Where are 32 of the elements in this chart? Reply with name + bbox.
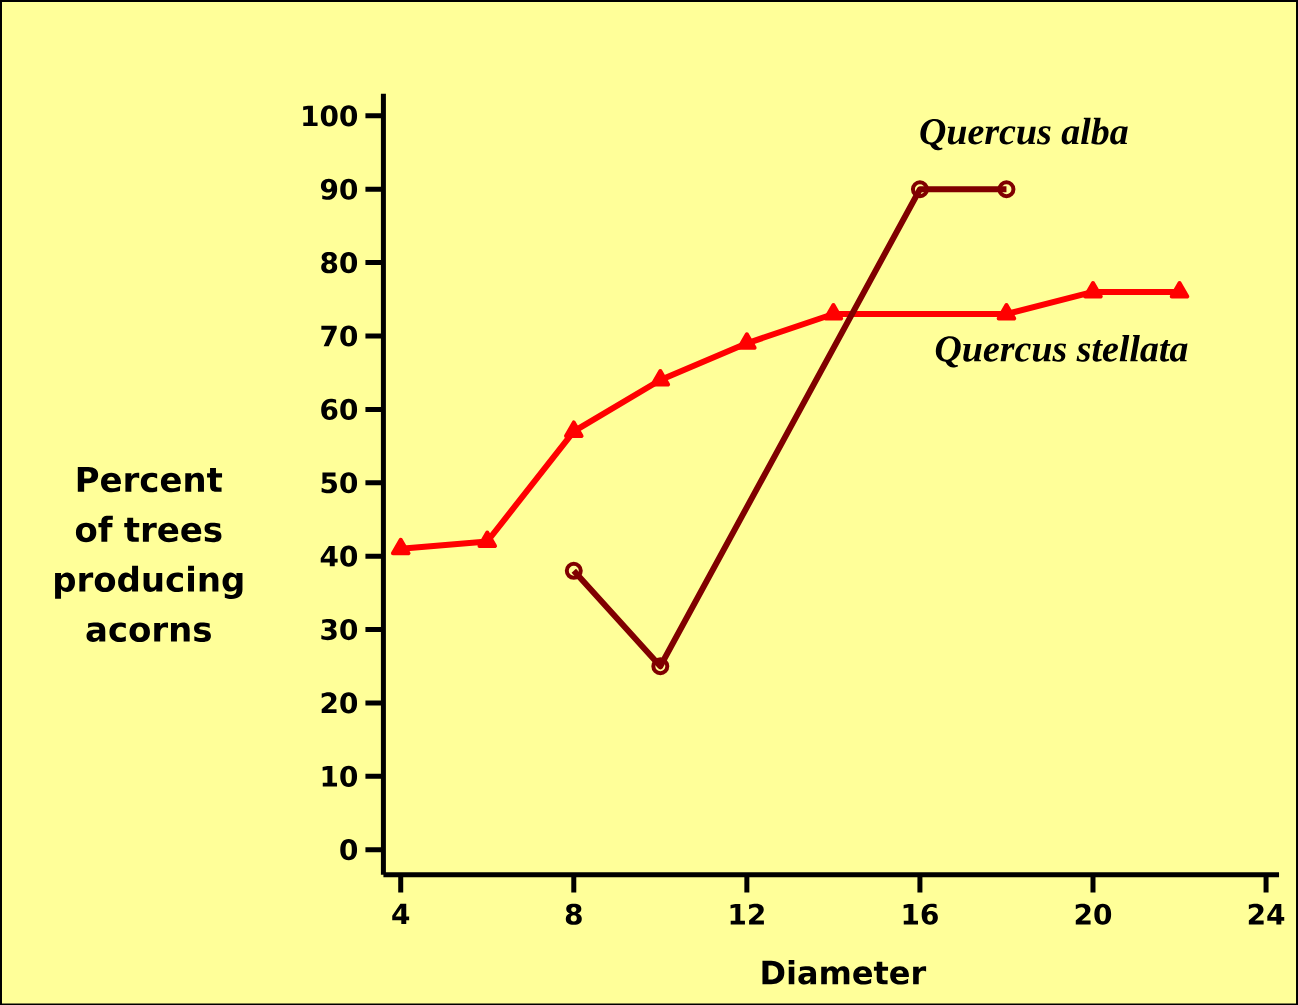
point [564,420,584,438]
x-tick-label: 20 [1075,903,1112,925]
y-tick-label: 100 [303,105,358,127]
point [1083,280,1103,299]
point [1169,280,1190,299]
y-tick-label: 40 [320,545,358,567]
y-tick-label: 30 [321,618,358,640]
series-label: Quercus alba [920,117,1128,150]
y-tick-label: 10 [322,765,358,787]
y-tick-label: 20 [321,692,358,714]
y-tick-label: 60 [321,398,358,420]
point [651,657,670,676]
y-tick-label: 70 [321,325,358,347]
x-tick-label: 24 [1248,903,1285,925]
x-tick-label: 16 [903,903,938,925]
y-axis-title: Percent of trees producing acorns [55,466,243,642]
point [477,530,498,548]
y-tick-label: 90 [320,178,358,200]
y-tick-label: 0 [340,838,358,861]
x-axis-title: Diameter [762,959,927,985]
x-tick-label: 4 [392,903,410,924]
point [737,332,757,350]
x-tick-label: 12 [730,903,764,925]
point [390,537,411,556]
y-tick-label: 80 [321,251,358,273]
point [650,368,671,387]
series-label: Quercus stellata [935,334,1188,368]
point [823,302,844,321]
point [996,302,1017,321]
x-tick-label: 8 [565,903,582,925]
point [564,561,583,580]
y-tick-label: 50 [321,471,358,494]
